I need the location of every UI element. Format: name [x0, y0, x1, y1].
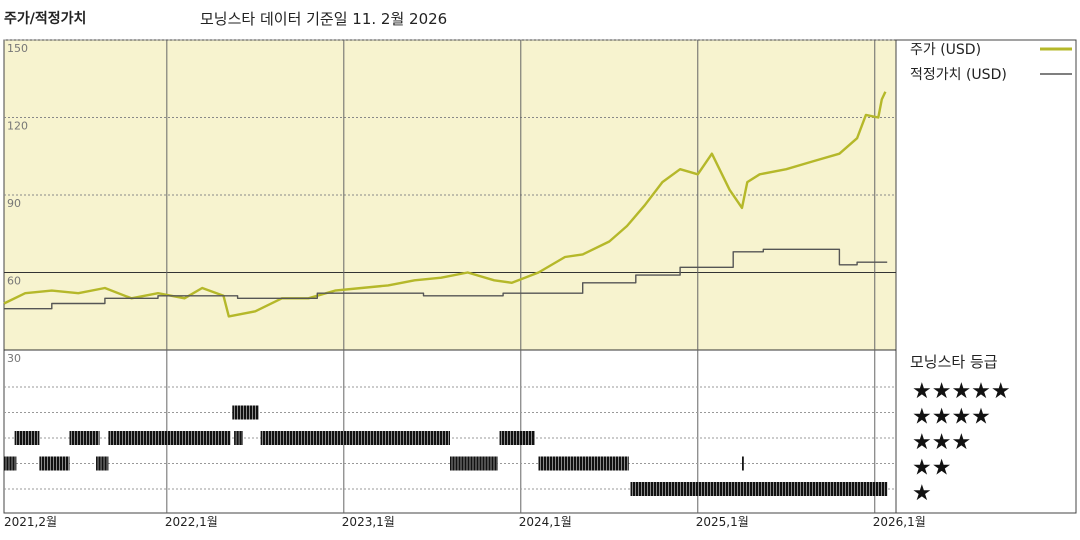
- rating-segment: [4, 456, 17, 471]
- data-date-title: 모닝스타 데이터 기준일 11. 2월 2026: [200, 10, 448, 28]
- rating-bar: [234, 431, 243, 445]
- rating-segment: [39, 456, 70, 471]
- rating-star-label: ★★★★★: [912, 379, 1011, 404]
- rating-segment: [260, 431, 450, 445]
- rating-title: 모닝스타 등급: [910, 353, 998, 371]
- x-tick-label: 2025,1월: [696, 515, 749, 529]
- x-tick-label: 2026,1월: [873, 515, 926, 529]
- rating-segment: [69, 431, 100, 445]
- chart-title-left: 주가/적정가치: [4, 11, 87, 27]
- rating-star-label: ★★: [912, 456, 951, 481]
- legend: 주가 (USD) 적정가치 (USD): [910, 42, 1072, 83]
- rating-star-label: ★★★★: [912, 405, 991, 430]
- rating-bar: [630, 482, 888, 496]
- rating-segment: [232, 405, 259, 420]
- y-tick-label: 30: [7, 352, 21, 365]
- series-lines: [3, 91, 888, 318]
- rating-bar: [450, 456, 498, 471]
- rating-bar: [39, 456, 70, 471]
- legend-fair-label: 적정가치 (USD): [910, 67, 1007, 83]
- rating-star-label: ★★★: [912, 430, 971, 455]
- rating-bar: [232, 405, 259, 420]
- rating-segment: [234, 431, 243, 445]
- rating-history: [4, 405, 888, 496]
- rating-star-label: ★: [912, 481, 932, 506]
- rating-bar: [69, 431, 100, 445]
- rating-bar: [260, 431, 450, 445]
- rating-bar: [4, 456, 17, 471]
- rating-bar: [14, 431, 40, 445]
- rating-bar: [742, 456, 744, 471]
- rating-bar: [499, 431, 535, 445]
- rating-segment: [499, 431, 535, 445]
- rating-bar: [96, 456, 109, 471]
- rating-segment: [538, 456, 629, 471]
- fair-value-line: [4, 248, 888, 310]
- rating-segment: [14, 431, 40, 445]
- x-tick-label: 2021,2월: [4, 515, 57, 529]
- y-tick-label: 120: [7, 120, 28, 133]
- price-line: [3, 91, 887, 318]
- y-tick-label: 150: [7, 42, 28, 55]
- x-axis-ticks: 2021,2월 2022,1월 2023,1월 2024,1월 2025,1월 2026,…: [4, 515, 926, 529]
- y-tick-label: 90: [7, 197, 21, 210]
- rating-bar: [538, 456, 629, 471]
- rating-segment: [108, 431, 231, 445]
- rating-segment: [630, 482, 888, 496]
- x-tick-label: 2023,1월: [342, 515, 395, 529]
- rating-star-labels: ★★★★★★★★★★★★★★★: [912, 379, 1011, 506]
- legend-price-label: 주가 (USD): [910, 42, 981, 58]
- y-axis-ticks: 150 120 90 60 30: [7, 42, 28, 365]
- rating-segment: [742, 456, 744, 471]
- rating-segment: [96, 456, 109, 471]
- rating-segment: [450, 456, 498, 471]
- rating-bar: [108, 431, 231, 445]
- y-tick-label: 60: [7, 275, 21, 288]
- x-tick-label: 2024,1월: [519, 515, 572, 529]
- x-tick-label: 2022,1월: [165, 515, 218, 529]
